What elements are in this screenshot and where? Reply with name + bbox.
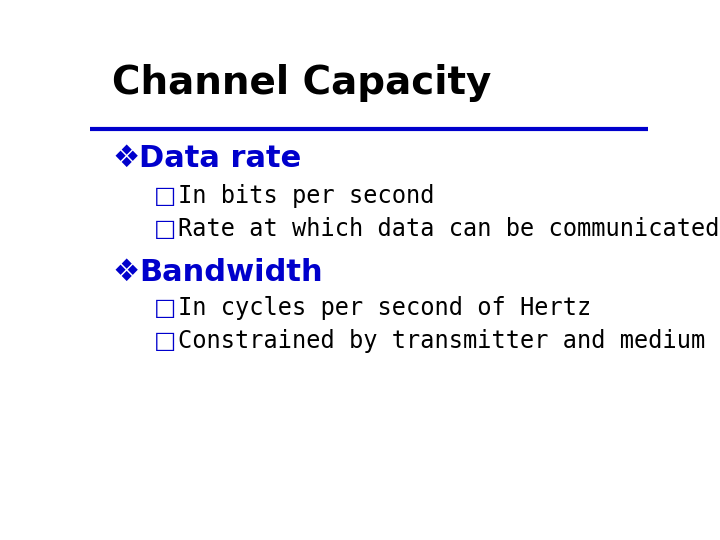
- Text: ❖: ❖: [112, 258, 140, 287]
- Text: □: □: [154, 296, 176, 320]
- Text: ❖: ❖: [112, 144, 140, 173]
- Text: Bandwidth: Bandwidth: [139, 258, 323, 287]
- Text: Channel Capacity: Channel Capacity: [112, 64, 492, 102]
- Text: In bits per second: In bits per second: [178, 184, 434, 208]
- Text: □: □: [154, 184, 176, 208]
- Text: □: □: [154, 217, 176, 241]
- Text: Data rate: Data rate: [139, 144, 302, 173]
- Text: □: □: [154, 329, 176, 353]
- Text: Rate at which data can be communicated: Rate at which data can be communicated: [178, 217, 719, 241]
- Text: Constrained by transmitter and medium: Constrained by transmitter and medium: [178, 329, 705, 353]
- Text: In cycles per second of Hertz: In cycles per second of Hertz: [178, 296, 591, 320]
